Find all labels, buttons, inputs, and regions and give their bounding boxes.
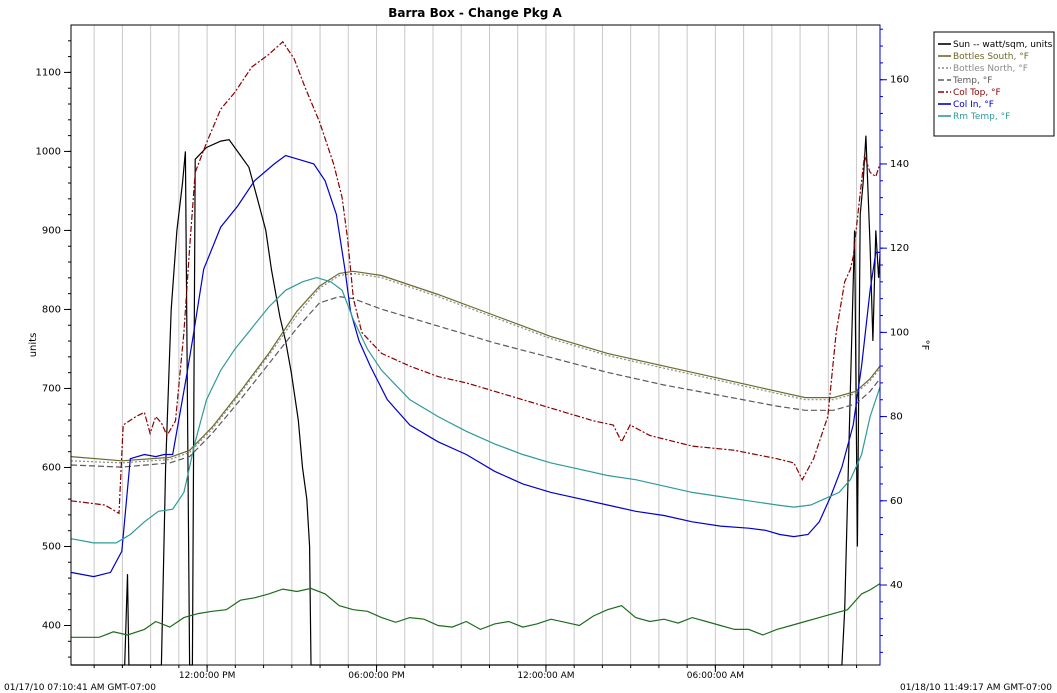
- x-end-label: 01/18/10 11:49:17 AM GMT-07:00: [900, 683, 1052, 693]
- y-tick-label: 500: [42, 541, 61, 552]
- series-line-4: [70, 40, 881, 515]
- y-tick-label: 600: [42, 462, 61, 473]
- y-tick-label: 900: [42, 225, 61, 236]
- y2-tick-label: 40: [890, 580, 903, 591]
- legend-entry: Bottles North, °F: [953, 64, 1028, 74]
- y2-tick-label: 160: [890, 75, 909, 86]
- y-axis-label: units: [28, 333, 39, 358]
- y2-tick-label: 80: [890, 412, 903, 423]
- legend-entry: Rm Temp, °F: [953, 112, 1010, 122]
- y2-tick-label: 100: [890, 327, 909, 338]
- grid-lines: [93, 25, 858, 665]
- legend-entry: Temp, °F: [952, 76, 992, 86]
- plot-series: [70, 40, 881, 666]
- x-tick-label: 06:00:00 PM: [348, 671, 404, 681]
- chart-title: Barra Box - Change Pkg A: [388, 6, 562, 20]
- y2-axis-label: °F: [919, 340, 930, 351]
- series-line-3: [70, 295, 881, 468]
- series-line-0: [71, 135, 881, 666]
- y-tick-label: 1000: [36, 146, 61, 157]
- series-line-7: [71, 583, 881, 638]
- y2-tick-label: 120: [890, 243, 909, 254]
- series-line-6: [70, 276, 881, 544]
- y-tick-label: 700: [42, 383, 61, 394]
- legend-entry: Sun -- watt/sqm, units: [953, 40, 1053, 50]
- y-tick-label: 1100: [36, 67, 61, 78]
- legend-entry: Col In, °F: [953, 100, 994, 110]
- y-tick-label: 400: [42, 620, 61, 631]
- x-tick-label: 12:00:00 PM: [179, 671, 235, 681]
- axes: 400 500 600 700 800 900 1000 1100 40 60 80 100 120 14…: [36, 25, 909, 681]
- legend: Sun -- watt/sqm, units Bottles South, °F B…: [933, 31, 1055, 137]
- y2-tick-label: 140: [890, 159, 909, 170]
- y2-tick-label: 60: [890, 496, 903, 507]
- legend-entry: Col Top, °F: [953, 88, 1001, 98]
- y-tick-label: 800: [42, 304, 61, 315]
- series-line-2: [70, 272, 881, 464]
- legend-entry: Bottles South, °F: [953, 52, 1029, 62]
- x-start-label: 01/17/10 07:10:41 AM GMT-07:00: [4, 683, 156, 693]
- series-line-1: [70, 270, 881, 462]
- legend-box: [933, 31, 1055, 137]
- x-tick-label: 12:00:00 AM: [517, 671, 574, 681]
- series-line-5: [70, 154, 880, 578]
- x-tick-label: 06:00:00 AM: [687, 671, 744, 681]
